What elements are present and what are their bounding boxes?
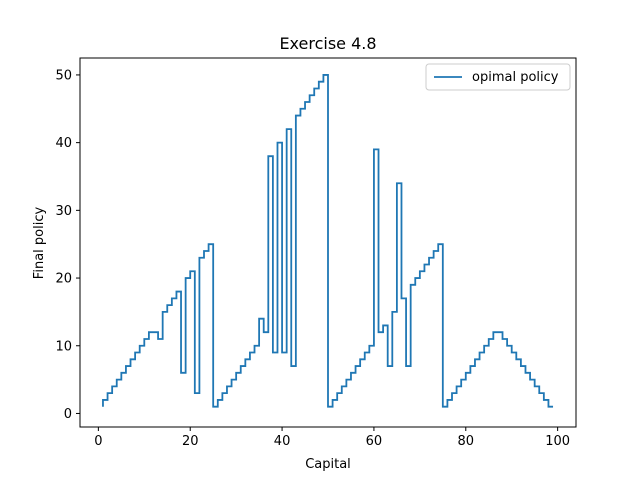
legend: opimal policy bbox=[425, 63, 571, 91]
x-axis-title: Capital bbox=[305, 457, 351, 472]
x-axis: 0 20 40 60 80 100 bbox=[94, 427, 570, 449]
y-tick-label: 50 bbox=[55, 68, 72, 83]
y-tick-label: 20 bbox=[55, 272, 72, 287]
x-tick-label: 100 bbox=[545, 434, 570, 449]
y-tick-label: 0 bbox=[64, 407, 72, 422]
x-tick-label: 80 bbox=[458, 434, 475, 449]
legend-label: opimal policy bbox=[472, 70, 559, 85]
y-axis-title: Final policy bbox=[32, 207, 47, 280]
chart-title: Exercise 4.8 bbox=[279, 34, 376, 53]
series-line bbox=[102, 74, 554, 408]
x-tick-label: 60 bbox=[366, 434, 383, 449]
legend-box bbox=[425, 63, 571, 91]
x-tick-label: 0 bbox=[94, 434, 102, 449]
y-tick-label: 40 bbox=[55, 136, 72, 151]
plot-frame bbox=[79, 57, 577, 428]
y-tick-label: 10 bbox=[55, 339, 72, 354]
x-tick-label: 40 bbox=[274, 434, 291, 449]
series-layer bbox=[102, 74, 554, 408]
y-tick-label: 30 bbox=[55, 204, 72, 219]
x-tick-label: 20 bbox=[182, 434, 199, 449]
y-axis: 0 10 20 30 40 50 bbox=[55, 68, 80, 422]
